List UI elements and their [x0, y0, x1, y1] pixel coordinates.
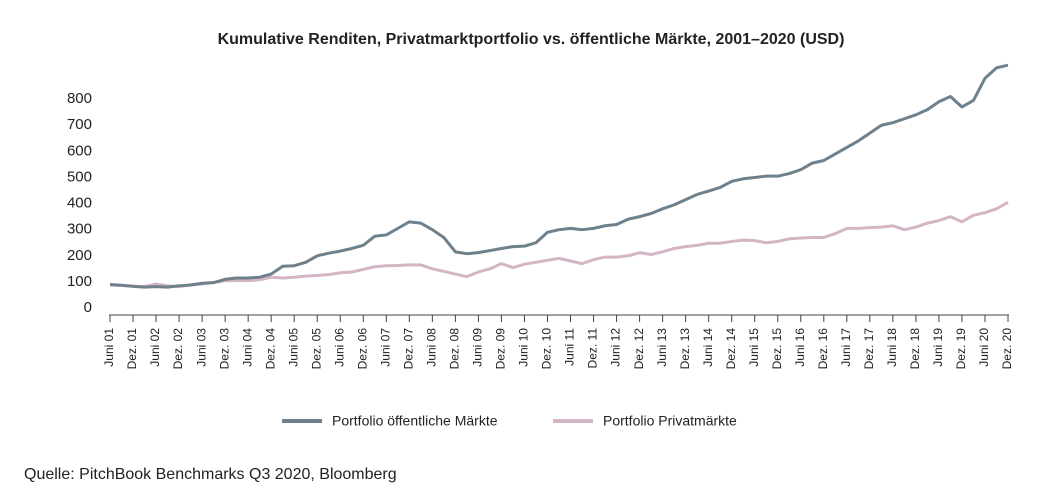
- y-tick-label: 800: [67, 90, 92, 107]
- x-tick-label: Juni 11: [563, 328, 577, 366]
- x-tick-label: Dez. 13: [678, 328, 692, 370]
- x-tick-label: Dez. 18: [908, 328, 922, 370]
- x-tick-label: Juni 08: [425, 328, 439, 367]
- x-tick-label: Dez. 12: [632, 328, 646, 370]
- y-tick-label: 0: [84, 299, 92, 316]
- x-tick-label: Dez. 09: [494, 328, 508, 370]
- x-tick-label: Juni 15: [747, 328, 761, 367]
- y-tick-label: 300: [67, 221, 92, 238]
- x-tick-label: Juni 18: [885, 328, 899, 367]
- x-tick-label: Dez. 05: [309, 328, 323, 370]
- source-note: Quelle: PitchBook Benchmarks Q3 2020, Bl…: [24, 466, 397, 483]
- x-tick-label: Dez. 04: [263, 328, 277, 370]
- x-tick-label: Juni 07: [378, 328, 392, 367]
- legend-label: Portfolio öffentliche Märkte: [332, 413, 498, 429]
- x-tick-label: Juni 06: [332, 328, 346, 367]
- y-tick-label: 700: [67, 116, 92, 133]
- x-tick-label: Juni 05: [286, 328, 300, 367]
- y-tick-label: 200: [67, 247, 92, 264]
- x-tick-label: Dez. 15: [770, 328, 784, 370]
- x-tick-label: Juni 19: [931, 328, 945, 367]
- x-tick-label: Dez. 03: [217, 328, 231, 370]
- series-line: [109, 200, 1009, 289]
- x-tick-label: Dez. 20: [1000, 328, 1014, 370]
- x-tick-label: Juni 20: [977, 328, 991, 367]
- x-tick-label: Dez. 06: [355, 328, 369, 370]
- legend-label: Portfolio Privatmärkte: [603, 413, 737, 429]
- x-tick-label: Dez. 02: [171, 328, 185, 370]
- y-tick-label: 500: [67, 168, 92, 185]
- x-tick-label: Juni 02: [148, 328, 162, 367]
- x-tick-label: Dez. 10: [540, 328, 554, 370]
- x-tick-label: Dez. 17: [862, 328, 876, 370]
- x-tick-label: Juni 04: [240, 328, 254, 367]
- y-tick-label: 600: [67, 142, 92, 159]
- x-tick-label: Juni 14: [701, 328, 715, 367]
- x-tick-label: Dez. 14: [724, 328, 738, 370]
- x-tick-label: Juni 13: [655, 328, 669, 367]
- x-tick-label: Juni 10: [517, 328, 531, 367]
- y-tick-label: 100: [67, 273, 92, 290]
- x-tick-label: Juni 03: [194, 328, 208, 367]
- x-tick-label: Dez. 16: [816, 328, 830, 370]
- x-tick-label: Dez. 11: [586, 328, 600, 369]
- x-tick-label: Dez. 19: [954, 328, 968, 370]
- x-tick-label: Juni 16: [793, 328, 807, 367]
- x-tick-label: Juni 01: [102, 328, 116, 367]
- x-tick-label: Dez. 07: [402, 328, 416, 370]
- chart-title: Kumulative Renditen, Privatmarktportfoli…: [218, 31, 845, 48]
- x-tick-label: Juni 17: [839, 328, 853, 367]
- x-tick-label: Juni 09: [471, 328, 485, 367]
- x-tick-label: Dez. 01: [125, 328, 139, 370]
- y-tick-label: 400: [67, 195, 92, 212]
- series-line: [109, 63, 1009, 289]
- x-tick-label: Juni 12: [609, 328, 623, 367]
- x-tick-label: Dez. 08: [448, 328, 462, 370]
